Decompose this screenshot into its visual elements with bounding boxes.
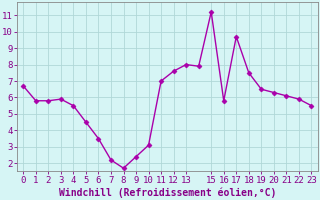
X-axis label: Windchill (Refroidissement éolien,°C): Windchill (Refroidissement éolien,°C) (59, 187, 276, 198)
